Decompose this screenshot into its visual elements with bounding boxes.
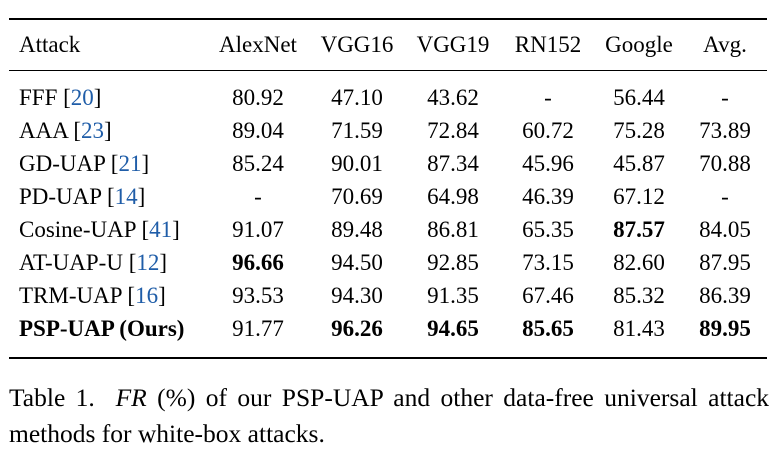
value-cell: 81.43 [613, 316, 665, 341]
value-cell: 90.01 [331, 151, 383, 176]
value-cell: 85.65 [522, 316, 574, 341]
table-header-rule [9, 70, 767, 71]
attack-name-cell: GD-UAP [21] [19, 151, 150, 176]
value-cell: 45.87 [613, 151, 665, 176]
value-cell: 94.30 [331, 283, 383, 308]
attack-name-cell: TRM-UAP [16] [19, 283, 166, 308]
table-caption: Table 1. FR (%) of our PSP-UAP and other… [9, 380, 769, 452]
table-row: TRM-UAP [16] 93.53 94.30 91.35 67.46 85.32 86.… [9, 279, 767, 312]
value-cell: 71.59 [331, 118, 383, 143]
results-table-container: Attack AlexNet VGG16 VGG19 RN152 Google … [9, 18, 767, 359]
value-cell: 91.35 [427, 283, 479, 308]
attack-name-cell: PSP-UAP (Ours) [9, 312, 207, 357]
value-cell: 65.35 [522, 217, 574, 242]
value-cell: 96.26 [331, 316, 383, 341]
value-cell: 87.57 [613, 217, 665, 242]
results-table: Attack AlexNet VGG16 VGG19 RN152 Google … [9, 20, 767, 357]
value-cell: 93.53 [232, 283, 284, 308]
value-cell: 75.28 [613, 118, 665, 143]
attack-name: FFF [19, 85, 58, 110]
value-cell: 72.84 [427, 118, 479, 143]
value-cell: 73.89 [699, 118, 751, 143]
table-row: AAA [23] 89.04 71.59 72.84 60.72 75.28 73.89 [9, 114, 767, 147]
attack-name-cell: AAA [23] [19, 118, 112, 143]
value-cell: 45.96 [522, 151, 574, 176]
header-rn152: RN152 [514, 32, 582, 57]
value-cell: 87.95 [699, 250, 751, 275]
value-cell: 64.98 [427, 184, 479, 209]
value-cell: 89.48 [331, 217, 383, 242]
value-cell: - [721, 85, 729, 110]
value-cell: 56.44 [613, 85, 665, 110]
value-cell: 85.24 [232, 151, 284, 176]
caption-label: Table 1. [9, 383, 95, 412]
attack-name: GD-UAP [19, 151, 106, 176]
value-cell: 70.69 [331, 184, 383, 209]
value-cell: 91.07 [232, 217, 284, 242]
citation-link[interactable]: 21 [118, 151, 142, 176]
value-cell: 80.92 [232, 85, 284, 110]
value-cell: 94.50 [331, 250, 383, 275]
table-row: PSP-UAP (Ours) 91.77 96.26 94.65 85.65 81.43 8… [9, 312, 767, 357]
value-cell: 85.32 [613, 283, 665, 308]
value-cell: 70.88 [699, 151, 751, 176]
value-cell: 92.85 [427, 250, 479, 275]
header-google: Google [605, 32, 673, 57]
table-row: PD-UAP [14] - 70.69 64.98 46.39 67.12 - [9, 180, 767, 213]
header-alexnet: AlexNet [219, 32, 297, 57]
header-avg: Avg. [703, 32, 747, 57]
table-row: Cosine-UAP [41] 91.07 89.48 86.81 65.35 87.57… [9, 213, 767, 246]
value-cell: 91.77 [232, 316, 284, 341]
value-cell: 86.39 [699, 283, 751, 308]
table-bottom-rule [9, 357, 767, 359]
table-row: GD-UAP [21] 85.24 90.01 87.34 45.96 45.87 70.8… [9, 147, 767, 180]
citation-link[interactable]: 14 [114, 184, 138, 209]
value-cell: 73.15 [522, 250, 574, 275]
table-row: FFF [20] 80.92 47.10 43.62 - 56.44 - [9, 71, 767, 114]
value-cell: 82.60 [613, 250, 665, 275]
attack-name: PSP-UAP (Ours) [19, 316, 185, 341]
value-cell: 84.05 [699, 217, 751, 242]
value-cell: - [544, 85, 552, 110]
header-vgg16: VGG16 [320, 32, 394, 57]
value-cell: 47.10 [331, 85, 383, 110]
value-cell: 86.81 [427, 217, 479, 242]
attack-name-cell: FFF [20] [19, 85, 102, 110]
citation-link[interactable]: 23 [80, 118, 104, 143]
value-cell: 89.04 [232, 118, 284, 143]
table-row: AT-UAP-U [12] 96.66 94.50 92.85 73.15 82.60 87… [9, 246, 767, 279]
citation-link[interactable]: 41 [149, 217, 173, 242]
attack-name: AAA [19, 118, 68, 143]
value-cell: - [254, 184, 262, 209]
citation-link[interactable]: 16 [135, 283, 159, 308]
header-attack: Attack [19, 32, 81, 57]
value-cell: 89.95 [699, 316, 751, 341]
attack-name-cell: AT-UAP-U [12] [19, 250, 168, 275]
value-cell: 67.46 [522, 283, 574, 308]
caption-math: FR [115, 383, 147, 412]
citation-link[interactable]: 12 [136, 250, 160, 275]
value-cell: 96.66 [232, 250, 284, 275]
caption-text: (%) of our PSP-UAP and other data-free u… [9, 383, 770, 448]
attack-name: TRM-UAP [19, 283, 122, 308]
attack-name-cell: PD-UAP [14] [19, 184, 146, 209]
attack-name: AT-UAP-U [19, 250, 123, 275]
value-cell: 46.39 [522, 184, 574, 209]
value-cell: 43.62 [427, 85, 479, 110]
attack-name: PD-UAP [19, 184, 102, 209]
value-cell: 60.72 [522, 118, 574, 143]
table-header-row: Attack AlexNet VGG16 VGG19 RN152 Google … [9, 20, 767, 70]
value-cell: 67.12 [613, 184, 665, 209]
table-body: FFF [20] 80.92 47.10 43.62 - 56.44 - AAA [23] 89… [9, 71, 767, 357]
value-cell: - [721, 184, 729, 209]
table-top-rule [9, 18, 767, 20]
citation-link[interactable]: 20 [70, 85, 94, 110]
value-cell: 87.34 [427, 151, 479, 176]
header-vgg19: VGG19 [416, 32, 490, 57]
value-cell: 94.65 [427, 316, 479, 341]
attack-name: Cosine-UAP [19, 217, 136, 242]
attack-name-cell: Cosine-UAP [41] [19, 217, 180, 242]
